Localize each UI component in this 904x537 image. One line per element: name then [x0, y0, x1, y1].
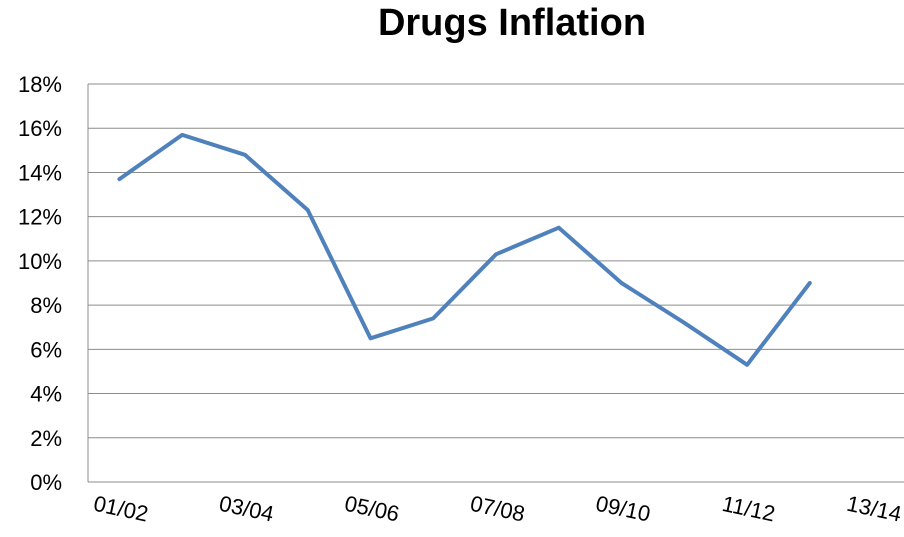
- y-tick-label: 18%: [18, 72, 62, 97]
- y-tick-label: 14%: [18, 160, 62, 185]
- x-tick-labels: 01/02 03/04 05/06 07/08 09/10 11/12 13/14: [91, 491, 903, 527]
- y-tick-label: 8%: [30, 293, 62, 318]
- y-tick-label: 6%: [30, 337, 62, 362]
- gridlines: [88, 83, 904, 483]
- y-tick-label: 16%: [18, 116, 62, 141]
- series-layer: [117, 132, 812, 367]
- x-tick-label: 07/08: [468, 491, 527, 527]
- chart-title: Drugs Inflation: [377, 2, 647, 44]
- x-tick-label: 01/02: [91, 491, 150, 527]
- x-tick-label: 13/14: [845, 491, 904, 527]
- y-tick-label: 2%: [30, 426, 62, 451]
- x-tick-label: 09/10: [594, 491, 653, 527]
- y-tick-labels: 0% 2% 4% 6% 8% 10% 12% 14% 16% 18%: [18, 72, 62, 495]
- y-tick-label: 10%: [18, 249, 62, 274]
- series-line: [117, 132, 812, 367]
- y-tick-label: 12%: [18, 205, 62, 230]
- axes: [87, 84, 904, 483]
- x-tick-label: 11/12: [720, 491, 777, 527]
- x-tick-label: 03/04: [217, 491, 276, 527]
- y-tick-label: 0%: [30, 470, 62, 495]
- x-tick-label: 05/06: [342, 491, 401, 527]
- y-tick-label: 4%: [30, 382, 62, 407]
